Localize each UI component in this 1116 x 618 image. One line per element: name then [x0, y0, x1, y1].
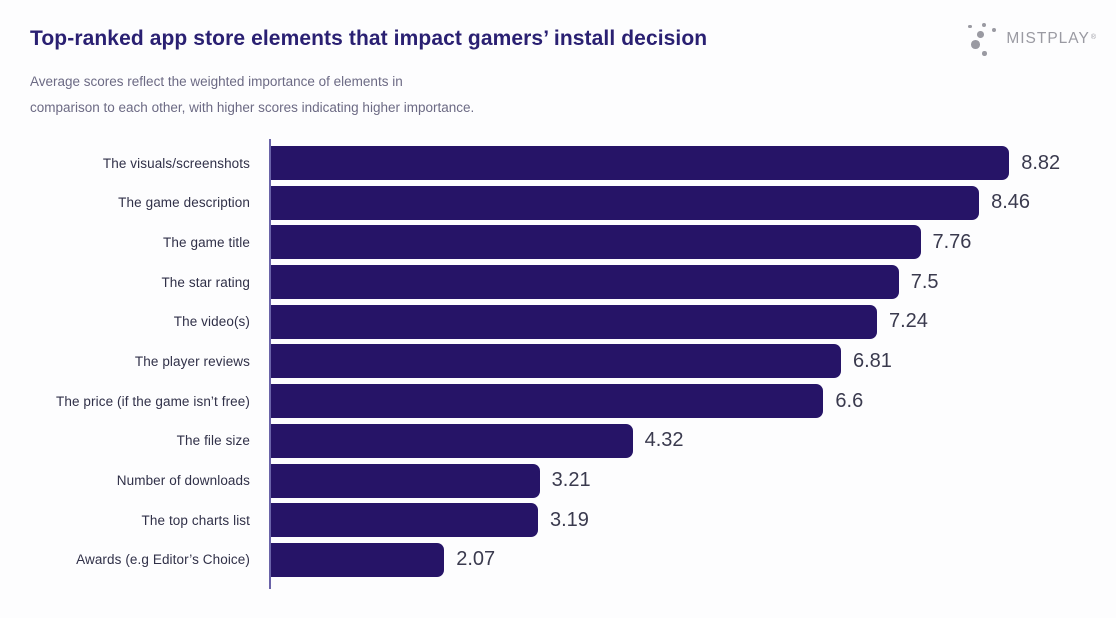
bar — [271, 146, 1010, 180]
chart-row: The file size 4.32 — [0, 423, 1116, 458]
bar — [271, 503, 538, 538]
value-label: 8.46 — [991, 191, 1031, 214]
chart-row: The game title 7.76 — [0, 225, 1116, 260]
bar-area: 4.32 — [271, 423, 684, 458]
chart-row: Number of downloads 3.21 — [0, 463, 1116, 498]
value-label: 6.81 — [852, 349, 892, 372]
value-label: 6.6 — [835, 389, 864, 412]
value-label: 4.32 — [644, 429, 684, 452]
bar — [271, 423, 633, 458]
value-label: 7.5 — [910, 270, 939, 293]
bar — [271, 225, 921, 260]
header: Top-ranked app store elements that impac… — [0, 0, 1116, 120]
bar — [271, 344, 841, 379]
chart-row: The price (if the game isn’t free) 6.6 — [0, 384, 1116, 419]
value-label: 2.07 — [456, 548, 496, 571]
bar-chart: The visuals/screenshots 8.82 The game desc… — [0, 139, 1116, 589]
bar-area: 6.81 — [271, 344, 892, 379]
y-axis-line — [269, 139, 271, 589]
chart-row: The player reviews 6.81 — [0, 344, 1116, 379]
category-label: The video(s) — [173, 314, 250, 330]
bar-area: 7.24 — [271, 304, 928, 339]
bar-area: 6.6 — [271, 384, 864, 419]
bar-area: 8.46 — [271, 185, 1031, 220]
bar — [271, 384, 824, 419]
value-label: 3.19 — [550, 508, 589, 531]
registered-trademark-icon: ® — [1090, 33, 1096, 41]
category-label: The visuals/screenshots — [102, 155, 250, 171]
category-label: The player reviews — [134, 353, 250, 369]
bar-area: 2.07 — [271, 542, 496, 577]
category-label: Number of downloads — [116, 473, 250, 488]
bar — [271, 304, 877, 339]
bar-area: 8.82 — [271, 146, 1060, 180]
chart-row: The visuals/screenshots 8.82 — [0, 146, 1116, 180]
category-label: The file size — [176, 433, 250, 449]
subtitle-line-1: Average scores reflect the weighted impo… — [30, 74, 403, 89]
bar — [271, 542, 445, 577]
mistplay-dots-icon — [964, 21, 1000, 57]
subtitle-line-2: comparison to each other, with higher sc… — [30, 99, 475, 115]
chart-row: Awards (e.g Editor’s Choice) 2.07 — [0, 542, 1116, 577]
mistplay-logo: MISTPLAY ® — [964, 21, 1096, 57]
category-label: The game title — [163, 234, 250, 250]
value-label: 3.21 — [551, 469, 591, 491]
bar-area: 7.5 — [271, 265, 939, 300]
chart-row: The star rating 7.5 — [0, 265, 1116, 300]
bar-area: 3.19 — [271, 503, 589, 538]
bar-area: 3.21 — [271, 463, 591, 498]
bar — [271, 185, 980, 220]
chart-row: The top charts list 3.19 — [0, 503, 1116, 538]
bar — [271, 265, 899, 300]
value-label: 7.24 — [888, 310, 928, 333]
mistplay-logo-text: MISTPLAY — [1006, 30, 1090, 47]
bar — [271, 463, 540, 498]
category-label: The game description — [118, 195, 250, 211]
category-label: The top charts list — [141, 512, 250, 528]
category-label: Awards (e.g Editor’s Choice) — [76, 552, 250, 568]
category-label: The star rating — [161, 274, 250, 290]
value-label: 8.82 — [1021, 151, 1061, 174]
subtitle: Average scores reflect the weighted impo… — [30, 69, 1086, 120]
value-label: 7.76 — [932, 230, 972, 253]
page-title: Top-ranked app store elements that impac… — [30, 27, 708, 50]
chart-row: The game description 8.46 — [0, 185, 1116, 220]
bar-area: 7.76 — [271, 225, 972, 260]
category-label: The price (if the game isn’t free) — [56, 393, 250, 409]
chart-row: The video(s) 7.24 — [0, 304, 1116, 339]
chart-rows: The visuals/screenshots 8.82 The game desc… — [0, 146, 1116, 577]
